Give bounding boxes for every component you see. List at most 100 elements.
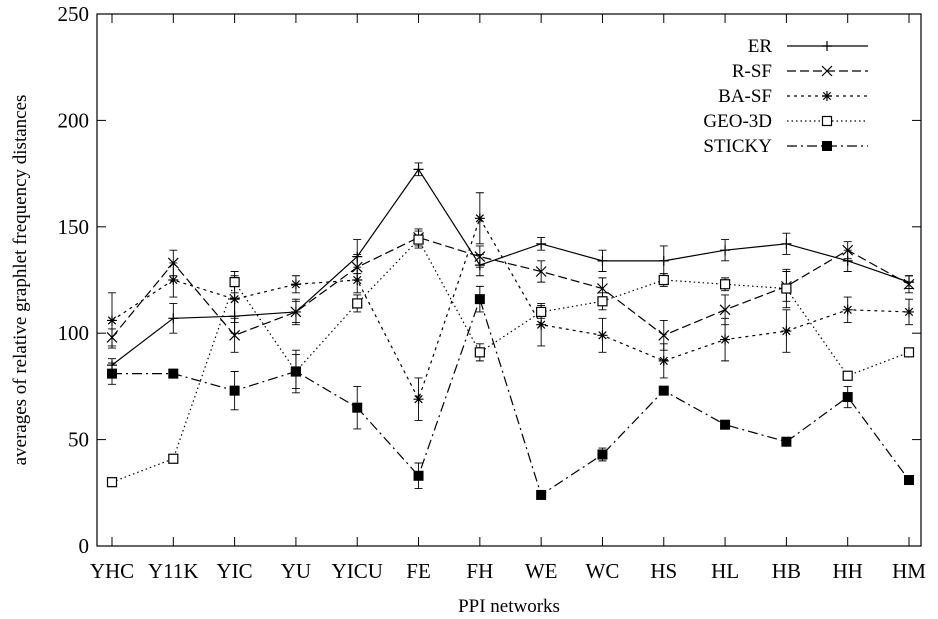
y-tick-label: 150 bbox=[58, 215, 90, 239]
y-tick-label: 50 bbox=[68, 428, 89, 452]
series-line bbox=[111, 238, 910, 483]
plot-frame bbox=[96, 13, 922, 547]
x-tick-label: HB bbox=[772, 559, 801, 583]
series-sticky bbox=[107, 285, 914, 500]
data-point bbox=[290, 306, 302, 318]
data-point bbox=[903, 278, 915, 290]
data-point bbox=[842, 304, 853, 315]
series-er bbox=[107, 162, 914, 372]
legend-label: BA-SF bbox=[718, 86, 772, 107]
x-tick-label: YU bbox=[281, 559, 311, 583]
data-point bbox=[536, 238, 547, 249]
data-point bbox=[720, 334, 731, 345]
series-line bbox=[111, 216, 910, 401]
data-point bbox=[781, 283, 792, 294]
data-point bbox=[781, 436, 792, 447]
legend-marker bbox=[821, 115, 833, 127]
data-point bbox=[904, 306, 914, 317]
series-layer bbox=[106, 162, 915, 500]
data-point bbox=[290, 279, 301, 290]
legend-marker bbox=[821, 65, 833, 77]
x-tick-label: Y11K bbox=[148, 559, 199, 583]
x-tick-label: HL bbox=[711, 559, 739, 583]
y-axis-title: averages of relative graphlet frequency … bbox=[10, 95, 31, 466]
data-point bbox=[413, 164, 424, 175]
data-point bbox=[352, 275, 363, 285]
y-tick-label: 250 bbox=[58, 2, 90, 26]
data-point bbox=[107, 368, 117, 379]
data-point bbox=[597, 449, 608, 460]
data-point bbox=[229, 329, 241, 341]
data-point bbox=[474, 294, 485, 305]
series-line bbox=[111, 236, 910, 338]
x-tick-label: HM bbox=[892, 559, 926, 583]
data-point bbox=[352, 402, 363, 413]
data-point bbox=[536, 319, 547, 330]
legend-label: ER bbox=[748, 36, 773, 57]
legend-marker bbox=[822, 141, 832, 151]
data-point bbox=[658, 274, 669, 286]
data-point bbox=[536, 489, 547, 500]
data-point bbox=[106, 477, 118, 488]
y-tick-label: 200 bbox=[58, 108, 90, 132]
x-tick-label: YIC bbox=[217, 559, 253, 583]
data-point bbox=[168, 275, 179, 285]
data-point bbox=[720, 245, 731, 256]
data-point bbox=[842, 370, 853, 381]
data-point bbox=[658, 385, 669, 396]
legend-label: STICKY bbox=[703, 136, 772, 157]
data-point bbox=[658, 255, 669, 266]
data-point bbox=[536, 306, 547, 318]
data-point bbox=[168, 453, 179, 464]
data-point bbox=[720, 419, 731, 430]
x-tick-label: WC bbox=[586, 559, 620, 583]
data-point bbox=[535, 266, 547, 277]
legend-marker bbox=[822, 91, 832, 101]
data-point bbox=[474, 251, 486, 263]
data-point bbox=[842, 244, 854, 256]
legend-marker bbox=[822, 41, 832, 51]
x-tick-label: FE bbox=[406, 559, 431, 583]
x-tick-label: YHC bbox=[90, 559, 134, 583]
series-line bbox=[111, 168, 910, 366]
data-point bbox=[781, 238, 792, 249]
x-tick-label: HH bbox=[833, 559, 863, 583]
data-point bbox=[597, 296, 608, 307]
data-point bbox=[107, 315, 117, 326]
legend-label: GEO-3D bbox=[703, 111, 772, 132]
y-tick-label: 100 bbox=[58, 321, 90, 345]
x-axis-title: PPI networks bbox=[458, 596, 560, 617]
data-point bbox=[597, 283, 608, 294]
legend: ER R-SF BA-SF GEO-3D STICKY bbox=[703, 36, 868, 157]
y-axis: 0 50 100 150 200 250 bbox=[58, 2, 921, 558]
data-point bbox=[658, 329, 670, 341]
data-point bbox=[597, 330, 608, 341]
data-point bbox=[352, 298, 363, 309]
data-point bbox=[168, 368, 179, 379]
x-tick-label: WE bbox=[525, 559, 558, 583]
data-point bbox=[168, 313, 179, 324]
data-point bbox=[413, 394, 424, 405]
data-point bbox=[229, 385, 240, 396]
series-ba-sf bbox=[107, 192, 914, 421]
y-tick-label: 0 bbox=[79, 534, 90, 558]
x-axis: YHC Y11K YIC YU YICU FE FH WE WC HS HL HB HH HM bbox=[90, 14, 926, 583]
series-line bbox=[112, 297, 910, 496]
data-point bbox=[903, 347, 915, 358]
x-tick-label: FH bbox=[466, 559, 493, 583]
data-point bbox=[290, 366, 301, 377]
x-tick-label: HS bbox=[650, 559, 677, 583]
data-point bbox=[474, 213, 485, 224]
data-point bbox=[413, 470, 424, 481]
data-point bbox=[474, 347, 485, 358]
data-point bbox=[719, 304, 731, 316]
data-point bbox=[719, 279, 731, 290]
data-point bbox=[842, 392, 853, 403]
legend-label: R-SF bbox=[732, 61, 772, 82]
series-r-sf bbox=[106, 228, 915, 353]
data-point bbox=[597, 255, 608, 266]
data-point bbox=[781, 326, 792, 337]
data-point bbox=[904, 475, 914, 486]
x-tick-label: YICU bbox=[332, 559, 383, 583]
